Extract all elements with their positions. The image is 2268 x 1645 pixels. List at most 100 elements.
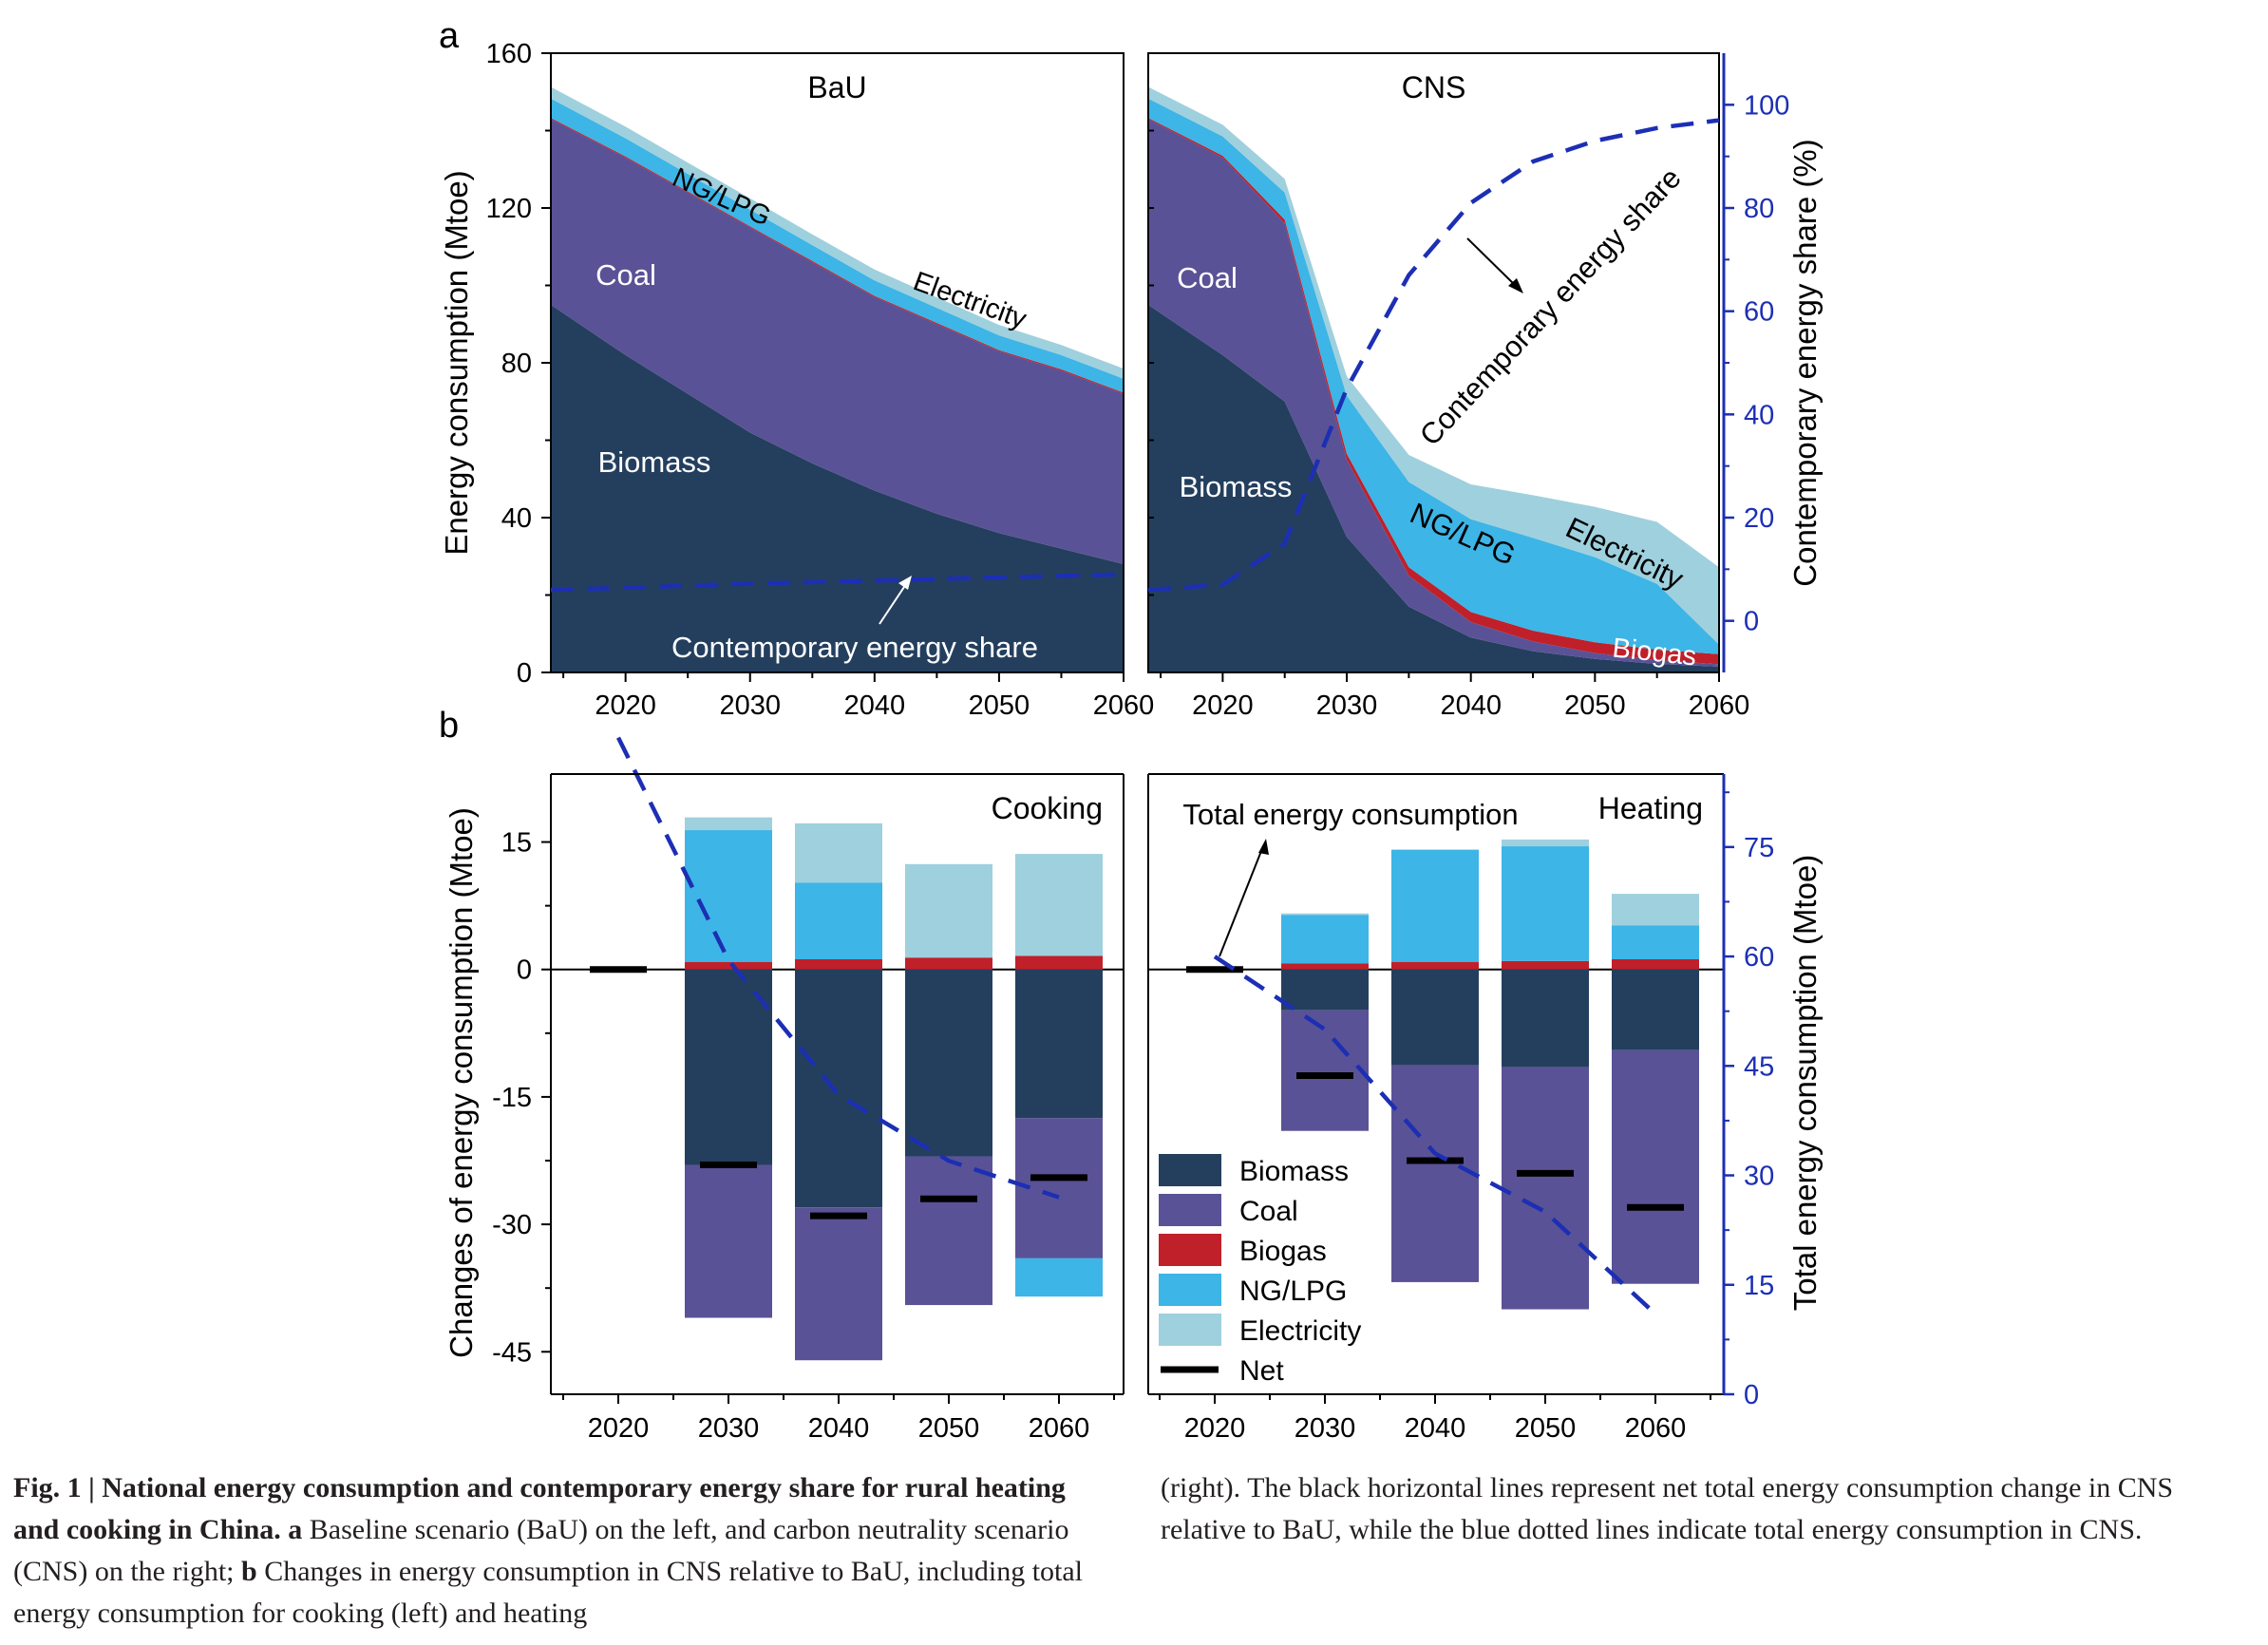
bar-coal (1502, 1067, 1589, 1310)
bar-coal (905, 1156, 992, 1306)
y2-tick-label: 0 (1744, 1380, 1759, 1410)
area-electricity (551, 86, 1124, 379)
bar-ng-lpg (685, 830, 772, 962)
chart-title: Heating (1598, 791, 1703, 825)
caption-left-column: Fig. 1 | National energy consumption and… (13, 1467, 1115, 1635)
bar-coal (1281, 1010, 1369, 1131)
bar-ng-lpg (1391, 849, 1479, 962)
bar-electricity (1612, 894, 1699, 926)
y-tick-label: 15 (501, 828, 532, 859)
legend-label-net: Net (1239, 1355, 1284, 1387)
x-tick-label: 2060 (1093, 690, 1155, 721)
contemporary-share-line (550, 572, 1125, 593)
x-tick-label: 2060 (1029, 1413, 1090, 1444)
x-tick-label: 2020 (588, 1413, 650, 1444)
area-biomass (551, 304, 1124, 672)
annotation-arrow-line (1219, 845, 1264, 957)
x-tick-label: 2030 (1295, 1413, 1356, 1444)
bar-biomass (685, 969, 772, 1165)
caption-label-a: a (280, 1514, 303, 1545)
bar-electricity (1281, 913, 1369, 916)
bar-coal (1015, 1118, 1103, 1258)
bar-electricity (905, 863, 992, 958)
panel-labels: a b (439, 16, 460, 746)
total-energy-line (1213, 955, 1657, 1316)
x-tick-label: 2050 (1515, 1413, 1577, 1444)
x-tick-label: 2040 (844, 690, 906, 721)
legend-label-biogas: Biogas (1239, 1236, 1327, 1267)
panel-label-a: a (439, 16, 460, 56)
bar-ng-lpg (1612, 925, 1699, 960)
caption-right-column: (right). The black horizontal lines repr… (1161, 1467, 2262, 1551)
bar-biogas (795, 959, 882, 970)
panel-a-cns-chart: 2020 2030 2040 2050 2060CNS020406080100Conte… (1147, 52, 1823, 721)
area-ng-lpg (551, 98, 1124, 393)
bar-ng-lpg (1502, 846, 1589, 961)
legend-label-electricity: Electricity (1239, 1315, 1361, 1347)
bar-biogas (1502, 960, 1589, 970)
contemporary-share-line (1147, 118, 1720, 593)
x-tick-label: 2020 (1192, 690, 1254, 721)
area-biomass (1148, 304, 1719, 672)
area-electricity (1148, 86, 1719, 645)
bar-ng-lpg (795, 882, 882, 960)
chart-title: Cooking (992, 791, 1103, 825)
bar-biomass (905, 969, 992, 1157)
y2-axis-label: Total energy consumption (Mtoe) (1787, 855, 1823, 1312)
y2-tick-label: 100 (1744, 90, 1789, 121)
y-tick-label: 80 (501, 349, 532, 379)
bar-coal (685, 1164, 772, 1318)
caption-text-right: (right). The black horizontal lines repr… (1161, 1472, 2181, 1545)
annotation-contemporary-share: Contemporary energy share (1413, 161, 1688, 452)
legend-swatch-biogas (1159, 1234, 1221, 1266)
legend-label-coal: Coal (1239, 1196, 1298, 1227)
x-tick-label: 2040 (1405, 1413, 1466, 1444)
bar-biogas (1015, 955, 1103, 970)
bar-biogas (905, 957, 992, 970)
bar-biogas (685, 961, 772, 970)
legend: Biomass Coal Biogas NG/LPG Electricity Net (1159, 1154, 1361, 1387)
x-tick-label: 2020 (1184, 1413, 1246, 1444)
y2-tick-label: 60 (1744, 297, 1774, 328)
y2-tick-label: 15 (1744, 1271, 1774, 1301)
caption-label-b: b (234, 1556, 257, 1587)
x-tick-label: 2050 (969, 690, 1030, 721)
panel-b-heating-chart: 2020 2030 2040 2050 2060 Heating 0 15 30 45 60 75 To… (1147, 773, 1823, 1444)
y2-tick-label: 20 (1744, 503, 1774, 534)
area-coal (551, 119, 1124, 564)
bar-biomass (1391, 969, 1479, 1066)
y2-axis-label: Contemporary energy share (%) (1787, 139, 1823, 586)
area-label-biomass: Biomass (598, 445, 711, 479)
bar-ng-lpg (1015, 1257, 1103, 1297)
y2-tick-label: 30 (1744, 1162, 1774, 1192)
y-tick-label: -15 (492, 1083, 532, 1113)
annotation-arrow-head (898, 576, 912, 590)
bar-electricity (1015, 854, 1103, 956)
y-tick-label: -30 (492, 1210, 532, 1240)
bar-biomass (1281, 969, 1369, 1011)
y-tick-label: 40 (501, 503, 532, 534)
bar-electricity (1502, 839, 1589, 847)
y-tick-label: 0 (517, 658, 532, 689)
y2-tick-label: 40 (1744, 400, 1774, 430)
y2-tick-label: 60 (1744, 942, 1774, 973)
legend-swatch-biomass (1159, 1154, 1221, 1186)
area-ng-lpg (1148, 98, 1719, 654)
y2-tick-label: 0 (1744, 607, 1759, 637)
caption-text-b: Changes in energy consumption in CNS rel… (13, 1556, 1090, 1629)
panel-b-cooking-chart: 2020 2030 2040 2050 2060 Cooking 15 0 -15 -30 -45 C… (444, 736, 1125, 1444)
panel-a-bau-chart: 2020 2030 2040 2050 2060 BaU 0 40 80 120 160 Energy… (439, 39, 1154, 721)
legend-swatch-electricity (1159, 1314, 1221, 1346)
bar-biomass (1015, 969, 1103, 1119)
y-axis-label: Energy consumption (Mtoe) (439, 170, 474, 555)
chart-title: CNS (1402, 70, 1466, 104)
x-tick-label: 2030 (719, 690, 781, 721)
legend-label-ng-lpg: NG/LPG (1239, 1276, 1347, 1307)
bar-electricity (685, 817, 772, 831)
total-energy-line (615, 736, 1060, 1200)
x-tick-label: 2050 (918, 1413, 980, 1444)
bar-biomass (1502, 969, 1589, 1068)
y-tick-label: -45 (492, 1337, 532, 1368)
legend-label-biomass: Biomass (1239, 1156, 1349, 1187)
y-tick-label: 120 (486, 194, 532, 224)
